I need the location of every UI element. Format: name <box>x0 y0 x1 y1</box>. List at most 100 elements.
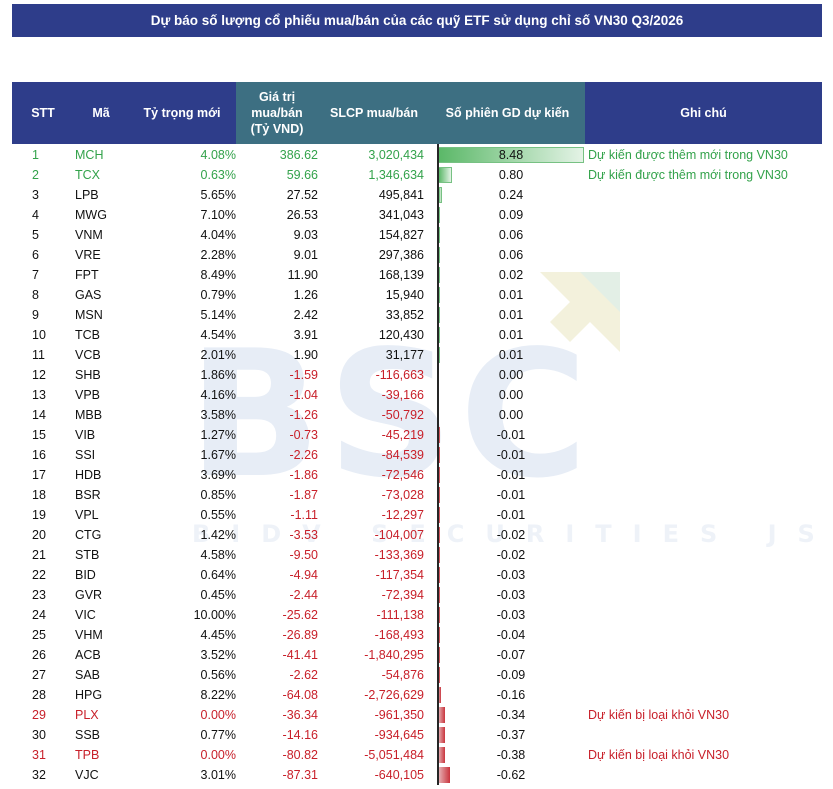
cell-gia-tri: 26.53 <box>286 208 318 222</box>
cell-gia-tri: -3.53 <box>289 528 319 542</box>
cell-slcp: -39,166 <box>381 388 424 402</box>
cell-slcp: 168,139 <box>378 268 424 282</box>
cell-so-phien: -0.37 <box>496 728 526 742</box>
cell-slcp: -111,138 <box>376 608 425 622</box>
cell-ty-trong: 0.63% <box>200 168 236 182</box>
header-slcp: SLCP mua/bán <box>318 82 430 144</box>
table-row: 32 VJC 3.01% -87.31 -640,105 -0.62 <box>12 765 822 785</box>
cell-stt: 9 <box>32 308 39 322</box>
sessions-data-bar <box>438 767 450 783</box>
cell-ma: GVR <box>75 588 103 602</box>
cell-ma: VCB <box>75 348 101 362</box>
cell-ty-trong: 8.22% <box>200 688 236 702</box>
cell-stt: 20 <box>32 528 46 542</box>
cell-ma: CTG <box>75 528 102 542</box>
table-row: 16 SSI 1.67% -2.26 -84,539 -0.01 <box>12 445 822 465</box>
cell-ma: VHM <box>75 628 103 642</box>
cell-gia-tri: -1.59 <box>289 368 319 382</box>
header-gia-tri: Giá trị mua/bán (Tỷ VND) <box>236 82 318 144</box>
cell-gia-tri: 3.91 <box>293 328 318 342</box>
cell-ma: HPG <box>75 688 103 702</box>
cell-stt: 5 <box>32 228 39 242</box>
cell-stt: 19 <box>32 508 46 522</box>
cell-ghi-chu: Dự kiến được thêm mới trong VN30 <box>588 148 788 162</box>
cell-stt: 15 <box>32 428 46 442</box>
table-row: 11 VCB 2.01% 1.90 31,177 0.01 <box>12 345 822 365</box>
header-gia-tri-line2: mua/bán <box>251 106 303 120</box>
cell-so-phien: 0.02 <box>498 268 524 282</box>
cell-slcp: -104,007 <box>374 528 424 542</box>
cell-so-phien: -0.62 <box>496 768 526 782</box>
cell-stt: 3 <box>32 188 39 202</box>
cell-slcp: 495,841 <box>378 188 424 202</box>
cell-so-phien: -0.09 <box>496 668 526 682</box>
cell-so-phien: -0.01 <box>496 448 526 462</box>
cell-gia-tri: -9.50 <box>289 548 319 562</box>
cell-stt: 6 <box>32 248 39 262</box>
table-row: 28 HPG 8.22% -64.08 -2,726,629 -0.16 <box>12 685 822 705</box>
watermark-logo: BSC <box>188 314 594 517</box>
cell-ma: GAS <box>75 288 102 302</box>
cell-ma: SAB <box>75 668 101 682</box>
cell-stt: 21 <box>32 548 46 562</box>
table-row: 24 VIC 10.00% -25.62 -111,138 -0.03 <box>12 605 822 625</box>
cell-so-phien: -0.03 <box>496 568 526 582</box>
table-row: 13 VPB 4.16% -1.04 -39,166 0.00 <box>12 385 822 405</box>
cell-slcp: -72,394 <box>381 588 424 602</box>
header-so-phien: Số phiên GD dự kiến <box>430 82 585 144</box>
cell-ty-trong: 1.86% <box>200 368 236 382</box>
cell-so-phien: 8.48 <box>498 148 524 162</box>
cell-slcp: -117,354 <box>375 568 424 582</box>
cell-gia-tri: -36.34 <box>282 708 318 722</box>
table-row: 18 BSR 0.85% -1.87 -73,028 -0.01 <box>12 485 822 505</box>
cell-so-phien: -0.01 <box>496 508 526 522</box>
cell-so-phien: -0.04 <box>496 628 526 642</box>
cell-gia-tri: 9.03 <box>293 228 318 242</box>
cell-stt: 24 <box>32 608 46 622</box>
cell-slcp: -2,726,629 <box>364 688 424 702</box>
cell-gia-tri: -2.62 <box>289 668 319 682</box>
cell-ty-trong: 0.00% <box>200 748 236 762</box>
cell-ty-trong: 4.16% <box>200 388 236 402</box>
sessions-data-bar <box>438 427 440 443</box>
cell-slcp: -84,539 <box>381 448 424 462</box>
cell-stt: 30 <box>32 728 46 742</box>
cell-stt: 13 <box>32 388 46 402</box>
sessions-data-bar <box>438 627 440 643</box>
cell-gia-tri: -64.08 <box>282 688 318 702</box>
cell-so-phien: 0.01 <box>498 308 524 322</box>
cell-so-phien: 0.00 <box>498 408 524 422</box>
cell-ty-trong: 3.01% <box>200 768 236 782</box>
cell-ty-trong: 5.14% <box>200 308 236 322</box>
cell-ma: TCB <box>75 328 100 342</box>
cell-so-phien: -0.16 <box>496 688 526 702</box>
cell-gia-tri: -80.82 <box>282 748 318 762</box>
cell-ma: BID <box>75 568 96 582</box>
cell-so-phien: -0.01 <box>496 428 526 442</box>
table-row: 27 SAB 0.56% -2.62 -54,876 -0.09 <box>12 665 822 685</box>
cell-so-phien: -0.38 <box>496 748 526 762</box>
table-row: 25 VHM 4.45% -26.89 -168,493 -0.04 <box>12 625 822 645</box>
cell-gia-tri: -1.04 <box>289 388 319 402</box>
cell-slcp: -54,876 <box>381 668 424 682</box>
sessions-data-bar <box>438 647 440 663</box>
cell-ma: STB <box>75 548 100 562</box>
watermark-subtitle: BIDV SECURITIES JSC <box>192 520 833 548</box>
cell-gia-tri: -87.31 <box>282 768 318 782</box>
cell-so-phien: 0.00 <box>498 368 524 382</box>
table-row: 30 SSB 0.77% -14.16 -934,645 -0.37 <box>12 725 822 745</box>
header-ghi-chu: Ghi chú <box>585 82 822 144</box>
sessions-data-bar <box>438 747 446 763</box>
header-gia-tri-line1: Giá trị <box>258 90 296 104</box>
cell-stt: 1 <box>32 148 39 162</box>
cell-stt: 7 <box>32 268 39 282</box>
cell-so-phien: 0.09 <box>498 208 524 222</box>
table-row: 23 GVR 0.45% -2.44 -72,394 -0.03 <box>12 585 822 605</box>
cell-ty-trong: 3.52% <box>200 648 236 662</box>
cell-ghi-chu: Dự kiến bị loại khỏi VN30 <box>588 708 730 722</box>
cell-ma: VPB <box>75 388 101 402</box>
cell-slcp: -168,493 <box>374 628 424 642</box>
cell-slcp: -45,219 <box>381 428 424 442</box>
cell-gia-tri: -26.89 <box>282 628 318 642</box>
cell-ma: VPL <box>75 508 99 522</box>
